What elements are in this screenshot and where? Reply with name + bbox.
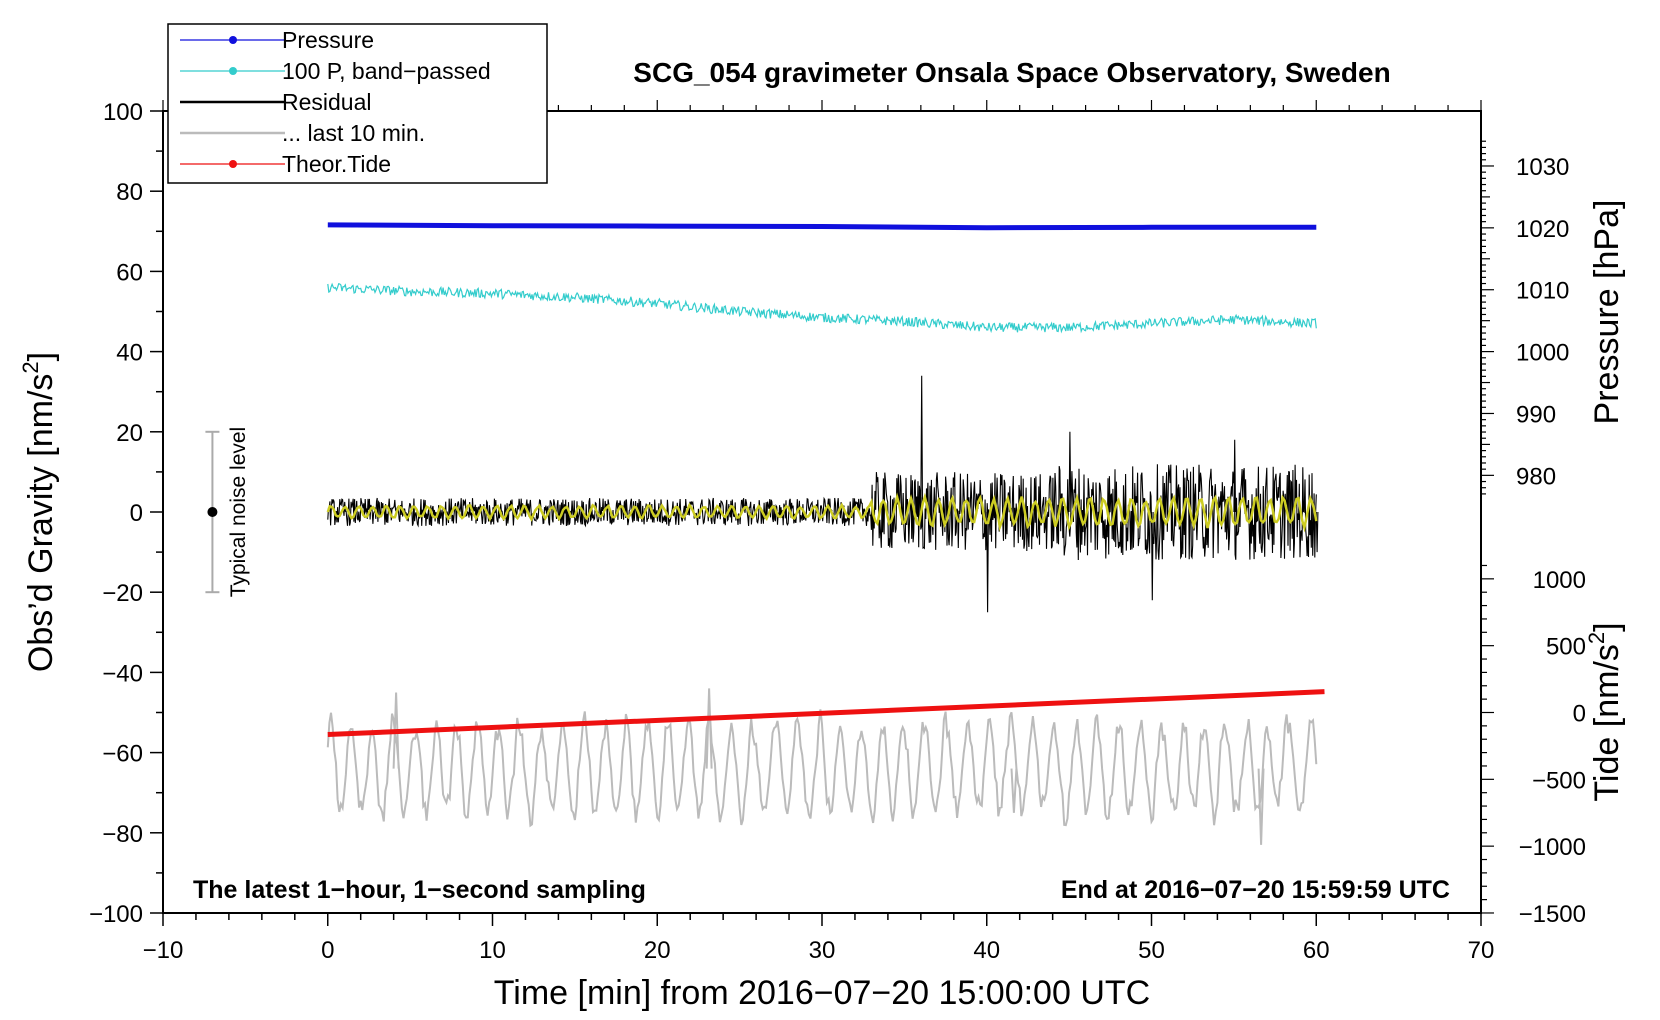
y-tick-label: −60 — [102, 741, 143, 768]
y-tick-label: 100 — [103, 99, 143, 126]
series-last-10-min — [326, 688, 1318, 845]
series-residual-smoothed — [326, 492, 1318, 533]
y-tick-label: −20 — [102, 580, 143, 607]
y-tick-label: −40 — [102, 660, 143, 687]
x-tick-label: 70 — [1468, 937, 1495, 964]
tide-axis-title-main: Tide [nm/s — [1588, 644, 1626, 801]
ticks-layer: −10 0 10 20 30 40 50 60 70−100−80−60−40−20020406… — [89, 99, 1586, 964]
series-layer — [326, 222, 1325, 845]
x-tick-label: 40 — [973, 937, 1000, 964]
legend-label: 100 P, band−passed — [282, 58, 491, 84]
pressure-tick-label: 1000 — [1516, 340, 1569, 367]
y-tick-label: 80 — [116, 179, 143, 206]
left-axis-title-end: ] — [22, 352, 60, 361]
y-tick-label: 40 — [116, 340, 143, 367]
tide-axis-title-sup: 2 — [1584, 632, 1609, 644]
legend-box — [167, 23, 548, 184]
tide-tick-label: 500 — [1546, 634, 1586, 661]
x-tick-label: −10 — [143, 937, 184, 964]
y-tick-label: 0 — [130, 500, 143, 527]
y-tick-label: 20 — [116, 420, 143, 447]
x-axis-title: Time [min] from 2016−07−20 15:00:00 UTC — [494, 974, 1150, 1012]
annotation-bottom-left: The latest 1−hour, 1−second sampling — [193, 876, 646, 904]
legend-label: Theor.Tide — [282, 151, 391, 177]
noise-bar-center — [207, 507, 218, 517]
noise-bar-label: Typical noise level — [227, 427, 250, 597]
legend-label: Pressure — [282, 27, 374, 53]
y-tick-label: 60 — [116, 259, 143, 286]
left-axis-title-main: Obs’d Gravity [nm/s — [22, 374, 60, 673]
legend-label: Residual — [282, 89, 372, 115]
legend-marker — [229, 36, 237, 44]
legend-marker — [229, 160, 237, 168]
y-tick-label: −80 — [102, 821, 143, 848]
tide-tick-label: −500 — [1532, 767, 1586, 794]
tide-tick-label: 0 — [1573, 701, 1586, 728]
pressure-tick-label: 980 — [1516, 463, 1556, 490]
annotation-bottom-right: End at 2016−07−20 15:59:59 UTC — [1061, 876, 1450, 904]
pressure-axis-title: Pressure [hPa] — [1588, 200, 1626, 425]
noise-bar — [205, 430, 220, 594]
series-pressure — [327, 222, 1317, 231]
y-tick-label: −100 — [89, 901, 143, 928]
pressure-tick-label: 990 — [1516, 401, 1556, 428]
x-tick-label: 60 — [1303, 937, 1330, 964]
pressure-tick-label: 1020 — [1516, 216, 1569, 243]
x-tick-label: 50 — [1138, 937, 1165, 964]
legend-label: ... last 10 min. — [282, 120, 425, 146]
x-tick-label: 20 — [644, 937, 671, 964]
series-band-passed — [327, 282, 1317, 334]
tide-axis-title: Tide [nm/s2] — [1584, 622, 1626, 801]
left-axis-title: Obs’d Gravity [nm/s2] — [18, 352, 60, 672]
tide-axis-title-end: ] — [1588, 622, 1626, 631]
legend-marker — [229, 67, 237, 75]
tide-tick-label: 1000 — [1533, 567, 1586, 594]
legend: Pressure 100 P, band−passed Residual ... la… — [167, 23, 548, 184]
left-axis-title-sup: 2 — [18, 361, 43, 373]
series-residual — [327, 375, 1319, 613]
chart-title: SCG_054 gravimeter Onsala Space Observat… — [633, 57, 1390, 88]
tide-tick-label: −1500 — [1519, 901, 1586, 928]
pressure-tick-label: 1030 — [1516, 154, 1569, 181]
pressure-tick-label: 1010 — [1516, 278, 1569, 305]
x-tick-label: 30 — [809, 937, 836, 964]
x-tick-label: 10 — [479, 937, 506, 964]
x-tick-label: 0 — [321, 937, 334, 964]
legend-items: Pressure 100 P, band−passed Residual ... la… — [180, 27, 491, 177]
series-theor-tide — [327, 689, 1325, 738]
tide-tick-label: −1000 — [1519, 834, 1586, 861]
